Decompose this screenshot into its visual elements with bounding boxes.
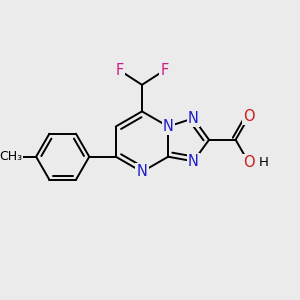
Text: N: N: [188, 111, 199, 126]
Text: CH₃: CH₃: [0, 150, 22, 163]
Text: O: O: [243, 109, 255, 124]
Text: N: N: [136, 164, 147, 179]
Text: N: N: [163, 119, 174, 134]
Text: F: F: [160, 63, 169, 78]
Text: O: O: [243, 155, 255, 170]
Text: H: H: [259, 156, 269, 170]
Text: F: F: [115, 63, 124, 78]
Text: N: N: [188, 154, 199, 169]
